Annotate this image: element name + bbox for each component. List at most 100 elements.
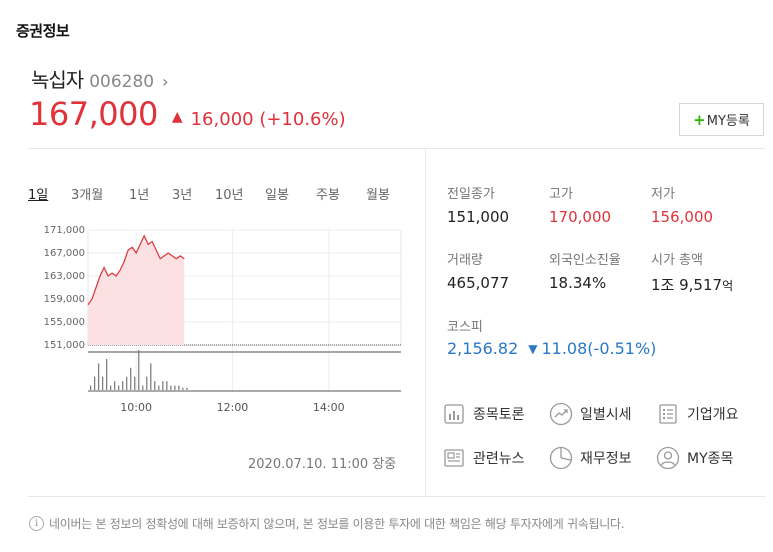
price-line xyxy=(87,234,185,306)
link-daily-price[interactable]: 일별시세 xyxy=(549,402,632,426)
price-chart[interactable]: 171,000 167,000 163,000 159,000 155,000 151,0… xyxy=(28,218,406,418)
stat-value: 1조 9,517억 xyxy=(651,274,733,295)
stat-value: 18.34% xyxy=(549,274,607,292)
volume-bar xyxy=(158,385,160,390)
stat-market-cap: 시가 총액 1조 9,517억 xyxy=(651,249,733,295)
trend-up-icon xyxy=(549,402,573,426)
stat-value: 465,077 xyxy=(447,274,510,292)
volume-bar xyxy=(138,350,140,390)
y-tick-label: 151,000 xyxy=(44,340,85,351)
disclaimer-text: 네이버는 본 정보의 정확성에 대해 보증하지 않으며, 본 정보를 이용한 투… xyxy=(49,517,625,531)
x-tick-label: 14:00 xyxy=(313,401,345,414)
kospi-change-rate: (-0.51%) xyxy=(587,339,657,358)
tab-monthly[interactable]: 월봉 xyxy=(366,188,390,203)
divider xyxy=(28,496,765,497)
kospi-label: 코스피 xyxy=(447,320,483,335)
bar-chart-icon xyxy=(442,402,466,426)
x-tick-label: 10:00 xyxy=(120,401,152,414)
down-triangle-icon: ▼ xyxy=(528,341,538,356)
volume-bar xyxy=(182,387,184,390)
y-tick-label: 163,000 xyxy=(44,271,85,282)
volume-bar xyxy=(186,387,188,390)
link-company-info[interactable]: 기업개요 xyxy=(656,402,739,426)
link-news[interactable]: 관련뉴스 xyxy=(442,446,525,470)
newspaper-icon xyxy=(442,446,466,470)
volume-bar xyxy=(170,385,172,390)
chevron-right-icon[interactable]: › xyxy=(162,72,169,91)
link-my-stocks[interactable]: MY종목 xyxy=(656,446,733,470)
volume-bar xyxy=(130,367,132,390)
link-label: MY종목 xyxy=(687,451,734,467)
info-icon: i xyxy=(29,516,44,531)
link-discussion[interactable]: 종목토론 xyxy=(442,402,525,426)
volume-bar xyxy=(134,376,136,390)
volume-bar xyxy=(110,385,112,390)
volume-bar xyxy=(114,381,116,390)
user-icon xyxy=(656,446,680,470)
my-register-label: MY등록 xyxy=(706,114,750,129)
link-label: 관련뉴스 xyxy=(473,451,525,467)
volume-bar xyxy=(162,381,164,390)
price-area xyxy=(88,235,185,345)
volume-bar xyxy=(118,385,120,390)
section-title: 증권정보 xyxy=(16,22,70,40)
stat-foreign-ratio: 외국인소진율 18.34% xyxy=(549,249,621,292)
stat-value: 156,000 xyxy=(651,208,714,226)
tab-1y[interactable]: 1년 xyxy=(129,188,150,203)
divider xyxy=(28,148,765,149)
link-financials[interactable]: 재무정보 xyxy=(549,446,632,470)
disclaimer: i 네이버는 본 정보의 정확성에 대해 보증하지 않으며, 본 정보를 이용한… xyxy=(29,515,625,532)
stat-high: 고가 170,000 xyxy=(549,183,611,226)
tab-10y[interactable]: 10년 xyxy=(215,188,244,203)
market-cap-unit: 억 xyxy=(722,279,734,293)
list-doc-icon xyxy=(656,402,680,426)
kospi-row: 2,156.82 ▼ 11.08 (-0.51%) xyxy=(447,339,656,358)
stat-value: 170,000 xyxy=(549,208,612,226)
stat-label: 시가 총액 xyxy=(651,253,703,268)
link-label: 일별시세 xyxy=(580,407,632,423)
tab-3m[interactable]: 3개월 xyxy=(71,188,104,203)
kospi-value: 2,156.82 xyxy=(447,339,519,358)
stat-label: 고가 xyxy=(549,187,573,202)
link-label: 종목토론 xyxy=(473,407,525,423)
y-tick-label: 155,000 xyxy=(44,317,85,328)
stat-label: 외국인소진율 xyxy=(549,253,621,268)
volume-bar xyxy=(126,376,128,390)
plus-icon: + xyxy=(693,110,706,129)
tab-daily[interactable]: 일봉 xyxy=(265,188,289,203)
volume-bar xyxy=(154,381,156,390)
y-tick-label: 171,000 xyxy=(44,225,85,236)
link-label: 재무정보 xyxy=(580,451,632,467)
up-triangle-icon: ▲ xyxy=(171,109,183,125)
volume-bar xyxy=(122,381,124,390)
stock-name-link[interactable]: 녹십자 006280 › xyxy=(31,64,169,93)
chart-timestamp: 2020.07.10. 11:00 장중 xyxy=(248,457,397,472)
volume-bar xyxy=(98,363,100,390)
volume-bar xyxy=(142,385,144,390)
stock-name[interactable]: 녹십자 xyxy=(31,68,84,92)
stat-low: 저가 156,000 xyxy=(651,183,713,226)
volume-bar xyxy=(174,385,176,390)
tab-1d[interactable]: 1일 xyxy=(28,188,49,203)
stat-volume: 거래량 465,077 xyxy=(447,249,509,292)
current-price: 167,000 xyxy=(29,95,158,133)
volume-bar xyxy=(166,381,168,390)
stat-label: 전일종가 xyxy=(447,187,495,202)
volume-bar xyxy=(90,385,92,390)
volume-bar xyxy=(150,363,152,390)
price-row: 167,000 ▲ 16,000 (+10.6%) xyxy=(29,95,346,133)
y-tick-label: 159,000 xyxy=(44,294,85,305)
stat-prev-close: 전일종가 151,000 xyxy=(447,183,509,226)
tab-3y[interactable]: 3년 xyxy=(172,188,193,203)
tab-weekly[interactable]: 주봉 xyxy=(316,188,340,203)
divider xyxy=(425,148,426,496)
pie-chart-icon xyxy=(549,446,573,470)
stat-label: 저가 xyxy=(651,187,675,202)
link-label: 기업개요 xyxy=(687,407,739,423)
stock-code[interactable]: 006280 xyxy=(89,72,155,92)
volume-bar xyxy=(178,385,180,390)
my-register-button[interactable]: + MY등록 xyxy=(679,103,764,136)
stat-label: 거래량 xyxy=(447,253,483,268)
y-tick-label: 167,000 xyxy=(44,248,85,259)
kospi-change: 11.08 xyxy=(541,339,588,358)
